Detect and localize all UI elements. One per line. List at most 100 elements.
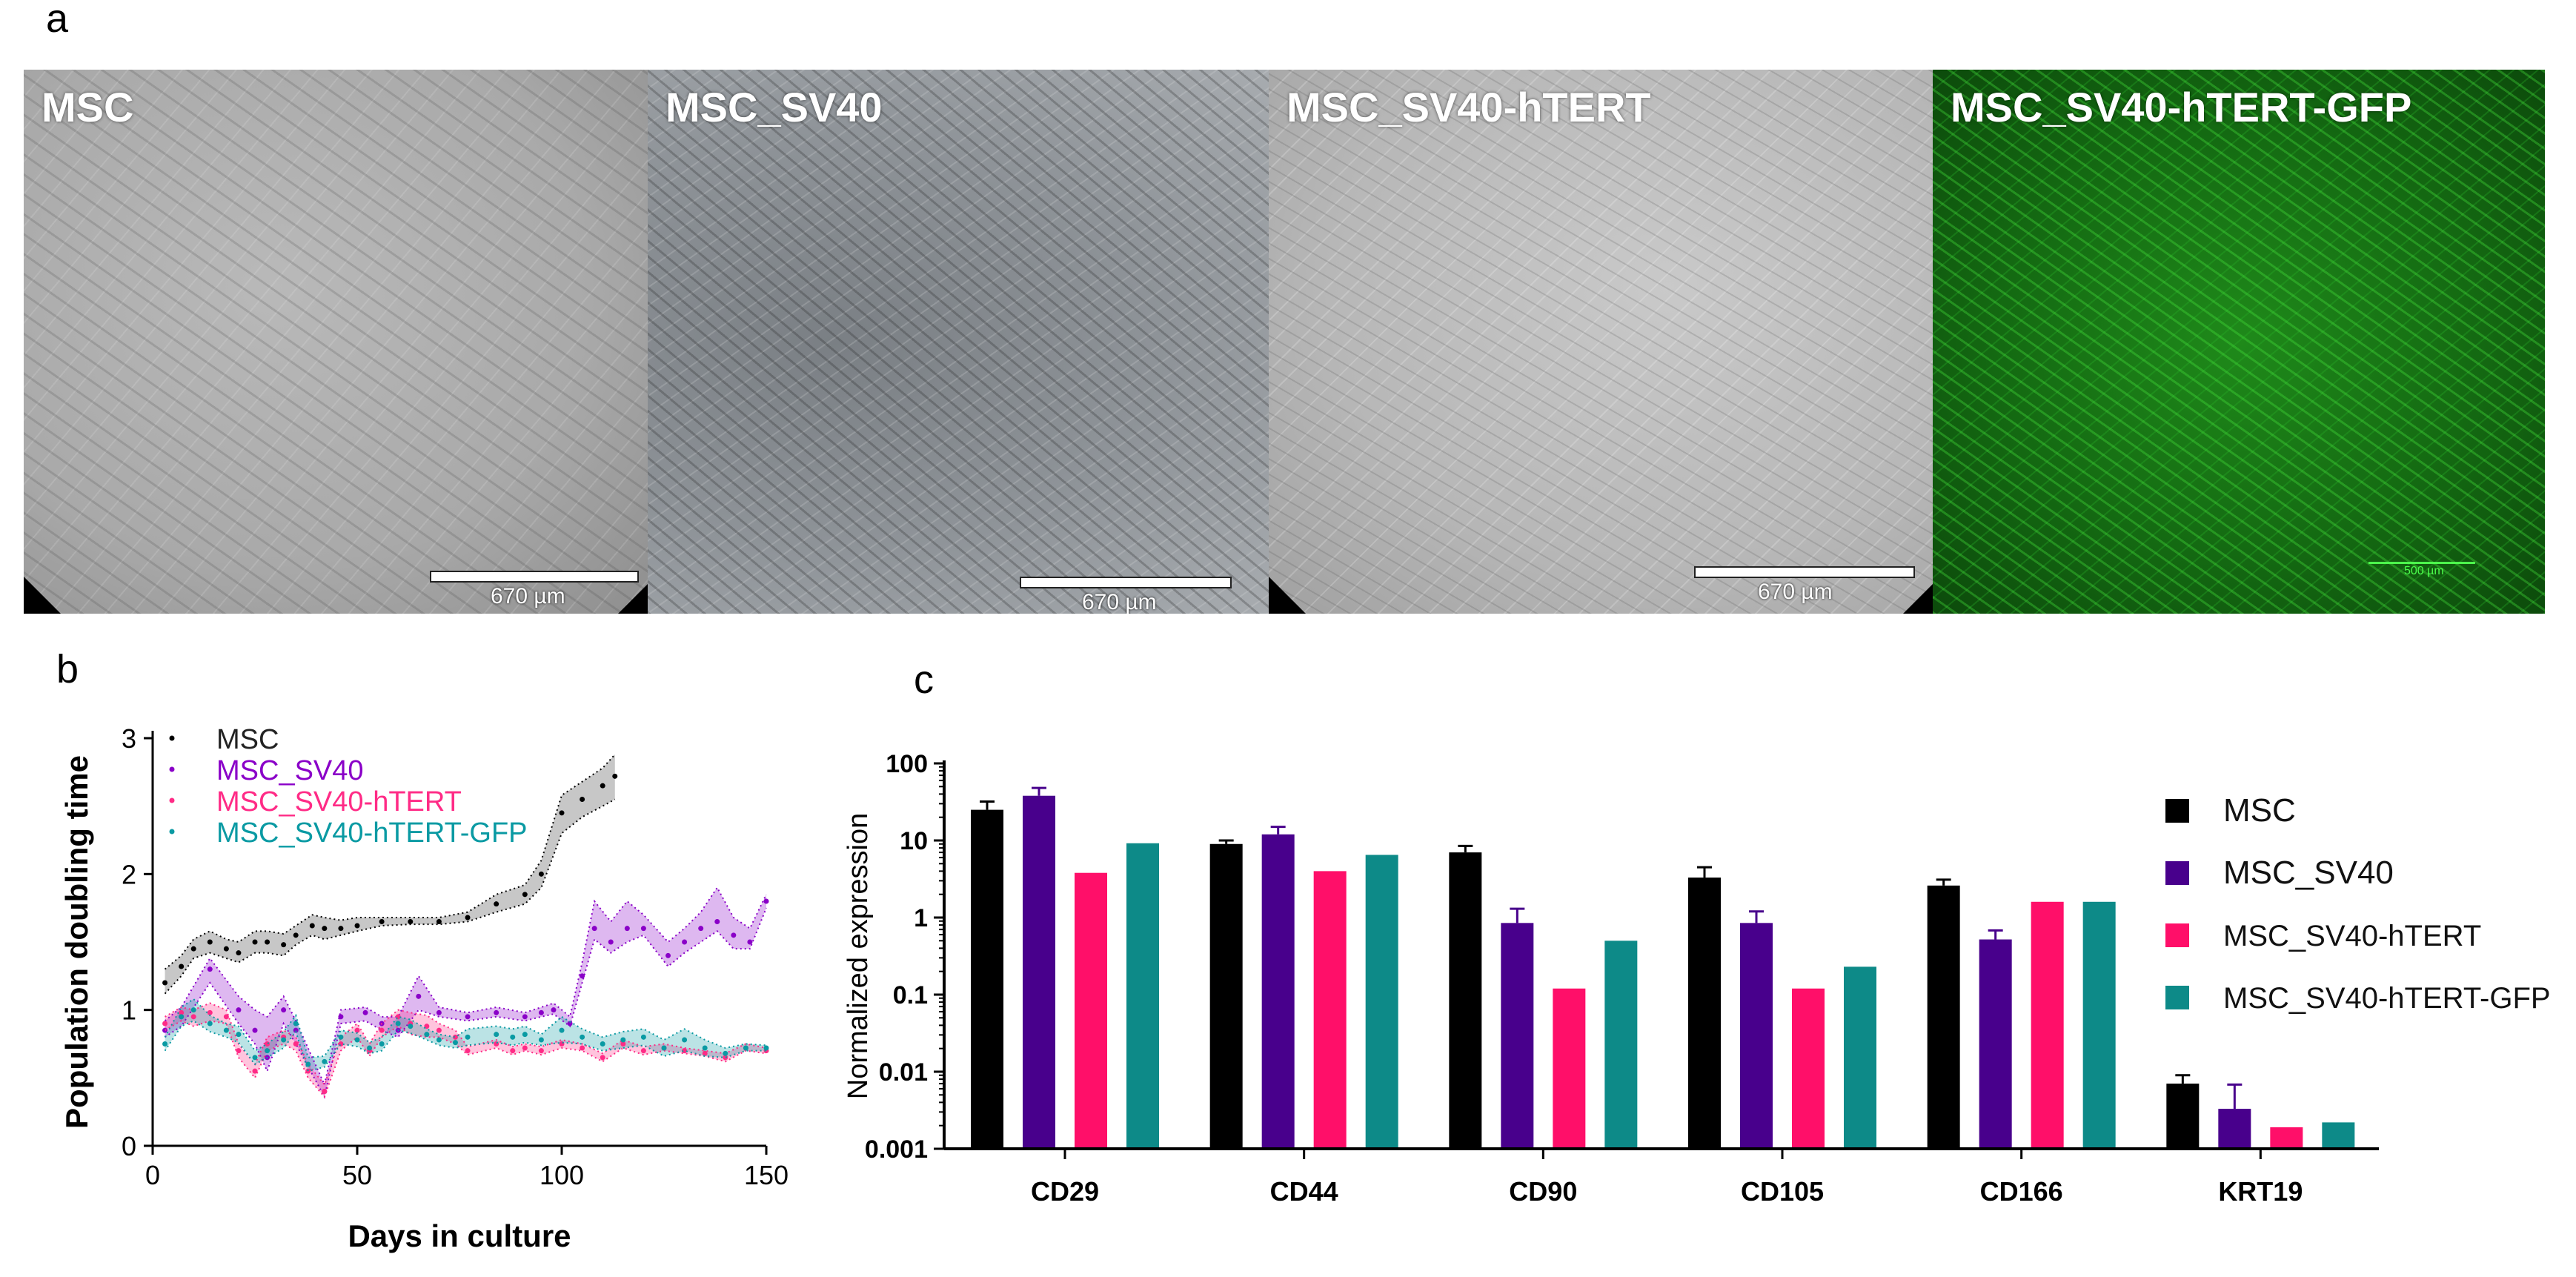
point-MSC_SV40-hTERT	[465, 1048, 471, 1054]
point-MSC_SV40-hTERT	[682, 1048, 688, 1054]
bar-MSC-CD166	[1927, 885, 1960, 1149]
point-MSC_SV40-hTERT	[702, 1050, 708, 1056]
bar-MSC_SV40-hTERT-CD90	[1553, 988, 1586, 1149]
bar-MSC-CD44	[1209, 843, 1243, 1149]
y-axis-title: Normalized expression	[843, 813, 874, 1100]
legend-marker	[169, 797, 175, 803]
bar-MSC-KRT19	[2166, 1084, 2200, 1149]
point-MSC_SV40-hTERT-GFP	[179, 1014, 185, 1020]
point-MSC_SV40-hTERT-GFP	[494, 1032, 499, 1038]
point-MSC_SV40-hTERT-GFP	[223, 1027, 229, 1033]
point-MSC_SV40	[436, 1009, 442, 1015]
y-tick-label: 0	[122, 1131, 136, 1161]
point-MSC_SV40	[551, 1007, 557, 1013]
legend-marker	[169, 735, 175, 741]
point-MSC_SV40	[465, 1014, 471, 1020]
y-tick-label: 0.001	[865, 1135, 928, 1164]
point-MSC	[522, 892, 528, 898]
y-tick-label: 0.01	[879, 1058, 928, 1087]
point-MSC_SV40	[281, 1007, 287, 1013]
point-MSC_SV40-hTERT-GFP	[522, 1032, 528, 1038]
y-tick-label: 2	[122, 859, 136, 889]
point-MSC_SV40	[252, 1027, 258, 1033]
bar-MSC_SV40-KRT19	[2218, 1109, 2251, 1149]
bar-MSC_SV40-hTERT-KRT19	[2270, 1127, 2303, 1149]
bar-MSC_SV40-hTERT-GFP-CD166	[2082, 901, 2116, 1149]
x-tick-label: 100	[540, 1160, 584, 1190]
legend-swatch	[2165, 799, 2189, 823]
point-MSC	[436, 919, 442, 924]
legend-label: MSC_SV40-hTERT	[216, 786, 462, 817]
point-MSC_SV40-hTERT-GFP	[465, 1034, 471, 1040]
point-MSC_SV40-hTERT	[207, 1009, 213, 1015]
point-MSC_SV40-hTERT-GFP	[640, 1034, 646, 1040]
band-upper-MSC	[164, 754, 616, 970]
point-MSC	[322, 926, 328, 932]
point-MSC	[379, 919, 385, 924]
micrograph-label-msc-sv40-htert: MSC_SV40-hTERT	[1287, 84, 1651, 130]
point-MSC	[408, 919, 414, 924]
panel-label-a: a	[46, 0, 69, 41]
point-MSC	[190, 946, 196, 952]
legend-label: MSC	[2223, 792, 2296, 829]
scale-bar	[430, 571, 639, 583]
point-MSC_SV40	[608, 939, 614, 945]
y-axis-title: Population doubling time	[59, 755, 94, 1129]
point-MSC_SV40-hTERT-GFP	[408, 1024, 414, 1029]
legend-label: MSC_SV40-hTERT-GFP	[216, 817, 528, 849]
bar-MSC_SV40-CD105	[1740, 923, 1773, 1149]
micrograph-msc: MSC 670 µm	[24, 70, 648, 614]
point-MSC_SV40	[747, 939, 753, 945]
y-tick-label: 10	[900, 827, 928, 855]
category-label: CD166	[1980, 1176, 2063, 1207]
point-MSC_SV40-hTERT	[580, 1045, 585, 1051]
band-MSC_SV40	[165, 887, 766, 1097]
point-MSC_SV40-hTERT-GFP	[436, 1037, 442, 1043]
point-MSC_SV40-hTERT	[223, 1014, 229, 1020]
scale-bar-label: 670 µm	[491, 584, 565, 608]
point-MSC	[281, 942, 287, 948]
bar-MSC-CD29	[971, 809, 1003, 1149]
point-MSC_SV40-hTERT	[354, 1027, 360, 1033]
point-MSC	[338, 926, 344, 932]
point-MSC_SV40	[362, 1009, 368, 1015]
panel-label-b: b	[56, 647, 79, 691]
point-MSC_SV40-hTERT-GFP	[538, 1037, 544, 1043]
point-MSC_SV40-hTERT-GFP	[620, 1037, 626, 1043]
bar-MSC_SV40-CD44	[1261, 834, 1295, 1149]
legend-swatch	[2165, 923, 2189, 947]
scale-bar	[1694, 566, 1915, 578]
scale-bar-label: 500 µm	[2404, 565, 2444, 577]
y-tick-label: 1	[914, 904, 928, 932]
point-MSC	[207, 939, 213, 945]
micrograph-label-msc: MSC	[42, 84, 134, 130]
bar-MSC_SV40-hTERT-CD166	[2031, 901, 2064, 1149]
micrograph-msc-sv40-htert-gfp: MSC_SV40-hTERT-GFP 500 µm	[1933, 70, 2545, 614]
point-MSC	[252, 939, 258, 945]
point-MSC_SV40-hTERT	[510, 1048, 516, 1054]
point-MSC_SV40-hTERT	[293, 1041, 299, 1047]
y-tick-label: 0.1	[893, 981, 928, 1009]
point-MSC_SV40-hTERT	[538, 1048, 544, 1054]
point-MSC_SV40-hTERT-GFP	[265, 1048, 270, 1054]
point-MSC	[465, 915, 471, 921]
band-upper-MSC_SV40	[164, 886, 767, 1087]
legend-marker	[169, 766, 175, 772]
point-MSC_SV40	[236, 1007, 242, 1013]
point-MSC_SV40-hTERT-GFP	[281, 1037, 287, 1043]
bar-MSC_SV40-hTERT-CD105	[1792, 988, 1825, 1149]
bar-MSC_SV40-hTERT-GFP-CD29	[1126, 843, 1159, 1149]
scale-bar-label: 670 µm	[1758, 580, 1833, 604]
category-label: CD29	[1031, 1176, 1099, 1207]
point-MSC_SV40-hTERT	[190, 1014, 196, 1020]
legend-label: MSC_SV40	[216, 755, 364, 786]
point-MSC_SV40-hTERT-GFP	[305, 1061, 311, 1067]
panel-label-c: c	[914, 657, 934, 702]
bar-MSC_SV40-CD166	[1979, 939, 2012, 1149]
bar-MSC_SV40-hTERT-GFP-CD105	[1844, 966, 1876, 1149]
point-MSC	[162, 980, 168, 986]
point-MSC_SV40-hTERT-GFP	[723, 1050, 728, 1056]
micrograph-label-msc-sv40-htert-gfp: MSC_SV40-hTERT-GFP	[1951, 84, 2412, 130]
point-MSC_SV40-hTERT	[640, 1048, 646, 1054]
point-MSC_SV40	[580, 973, 585, 979]
